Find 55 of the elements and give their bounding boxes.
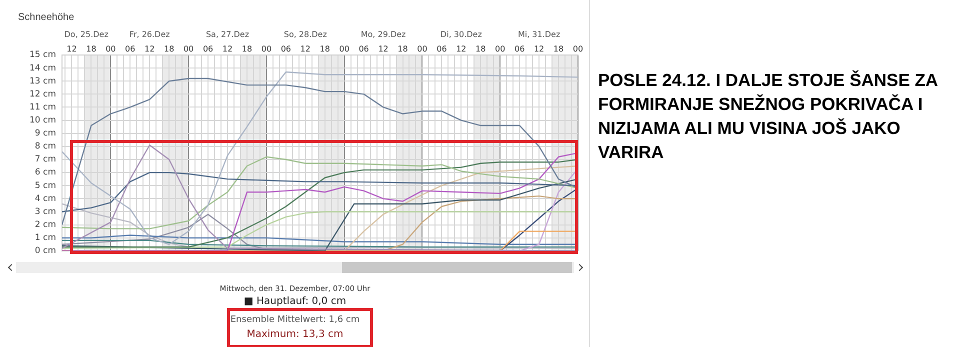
x-tick-label: 18 — [320, 44, 330, 54]
y-tick-label: 6 cm — [34, 168, 56, 178]
x-tick-label: 06 — [280, 44, 292, 54]
x-tick-label: 18 — [476, 44, 486, 54]
y-tick-label: 0 cm — [34, 246, 56, 256]
y-tick-label: 14 cm — [30, 63, 56, 74]
x-tick-label: 06 — [202, 44, 214, 54]
text: Fr, 26.Dez — [129, 30, 170, 40]
x-tick-label: 00 — [417, 44, 428, 54]
x-tick-label: 00 — [183, 44, 194, 54]
text: Mo, 29.Dez — [360, 30, 406, 40]
x-tick-label: 18 — [164, 44, 174, 54]
y-tick-label: 9 cm — [34, 128, 56, 139]
x-tick-label: 18 — [86, 44, 96, 54]
y-tick-label: 15 cm — [30, 50, 56, 60]
x-tick-label: 12 — [300, 44, 310, 54]
x-tick-label: 06 — [514, 44, 525, 54]
y-tick-label: 5 cm — [34, 180, 56, 191]
chart-title: Schneehöhe — [18, 12, 74, 23]
y-tick-label: 13 cm — [30, 76, 56, 86]
x-tick-label: 12 — [378, 44, 388, 54]
x-tick-label: 12 — [456, 44, 466, 54]
x-tick-label: 00 — [495, 44, 506, 54]
text: POSLE 24.12. I DALJE STOJE ŠANSE ZA FORMIRANJE SNEŽNOG POKRIVAČA I NIZIJAMA ALI MU VISINA JOŠ JAKO VARIRA — [598, 69, 938, 164]
x-tick-label: 06 — [436, 44, 447, 54]
y-tick-label: 10 cm — [30, 116, 56, 126]
text: Mi, 31.Dez — [518, 30, 560, 40]
x-tick-label: 00 — [339, 44, 350, 54]
x-tick-label: 12 — [66, 44, 77, 54]
y-tick-label: 11 cm — [30, 102, 56, 112]
x-tick-label: 18 — [242, 44, 252, 54]
x-tick-label: 06 — [358, 44, 369, 54]
y-tick-label: 4 cm — [34, 194, 56, 204]
y-tick-label: 1 cm — [34, 233, 56, 244]
text: Di, 30.Dez — [440, 30, 482, 40]
y-tick-label: 8 cm — [34, 142, 56, 152]
x-tick-label: 18 — [553, 44, 564, 54]
text: ■ Hauptlauf: 0,0 cm — [242, 296, 348, 307]
x-tick-label: 00 — [106, 44, 116, 54]
y-tick-label: 7 cm — [34, 154, 56, 165]
text: Sa, 27.Dez — [206, 30, 250, 40]
x-tick-label: 06 — [125, 44, 136, 54]
y-tick-label: 12 cm — [30, 89, 56, 100]
x-tick-label: 12 — [222, 44, 233, 54]
text: Do, 25.Dez — [64, 30, 108, 40]
text: So, 28.Dez — [284, 30, 327, 40]
y-tick-label: 3 cm — [34, 206, 56, 217]
x-tick-label: 12 — [534, 44, 544, 54]
x-tick-label: 18 — [398, 44, 408, 54]
text: Maximum: 13,3 cm — [246, 329, 344, 340]
x-tick-label: 12 — [144, 44, 155, 54]
text: Ensemble Mittelwert: 1,6 cm — [229, 315, 361, 325]
y-tick-label: 2 cm — [34, 220, 56, 230]
x-tick-label: 00 — [572, 44, 584, 54]
x-tick-label: 00 — [261, 44, 272, 54]
